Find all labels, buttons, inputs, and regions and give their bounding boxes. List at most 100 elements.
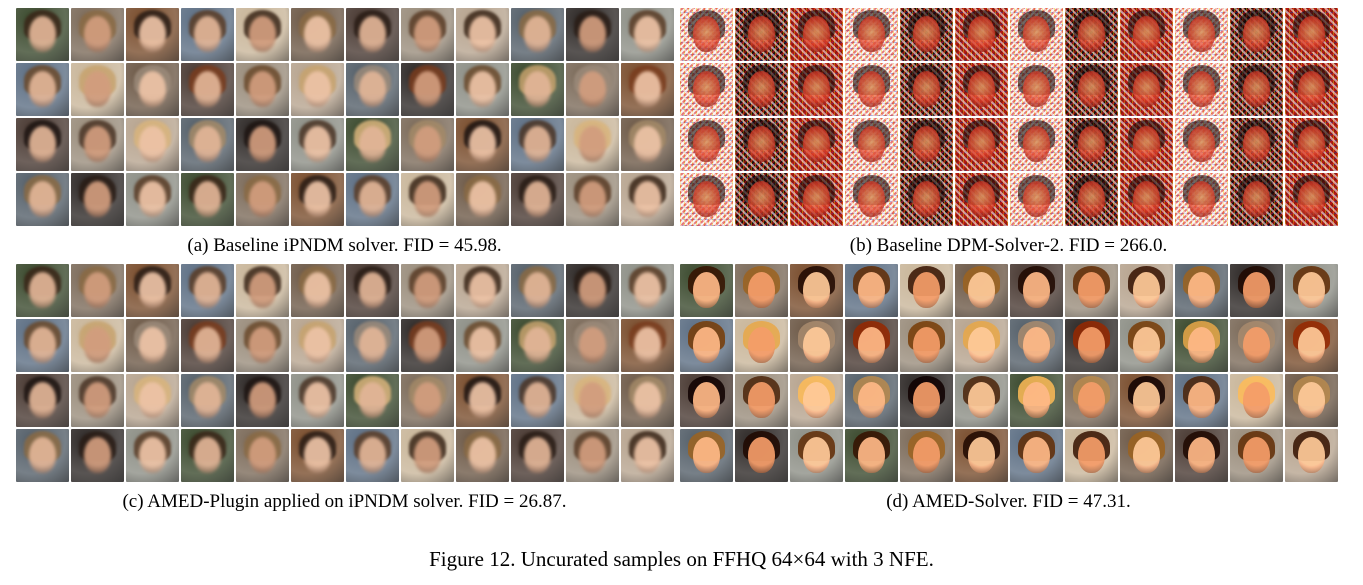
face-sample-thumbnail (1230, 118, 1283, 171)
face-sample-thumbnail (401, 8, 454, 61)
panel-c-caption: (c) AMED-Plugin applied on iPNDM solver.… (122, 491, 567, 512)
face-sample-thumbnail (845, 429, 898, 482)
face-sample-thumbnail (900, 8, 953, 61)
face-sample-thumbnail (1010, 173, 1063, 226)
face-sample-thumbnail (456, 118, 509, 171)
face-sample-thumbnail (236, 173, 289, 226)
face-sample-thumbnail (16, 374, 69, 427)
face-sample-thumbnail (621, 8, 674, 61)
face-sample-thumbnail (1230, 63, 1283, 116)
face-sample-thumbnail (1175, 264, 1228, 317)
face-sample-thumbnail (346, 374, 399, 427)
face-sample-thumbnail (71, 429, 124, 482)
face-sample-thumbnail (955, 173, 1008, 226)
face-sample-thumbnail (621, 319, 674, 372)
face-sample-thumbnail (955, 429, 1008, 482)
face-sample-thumbnail (1175, 429, 1228, 482)
face-sample-thumbnail (126, 8, 179, 61)
face-sample-thumbnail (1175, 8, 1228, 61)
face-sample-thumbnail (401, 264, 454, 317)
face-sample-thumbnail (790, 63, 843, 116)
face-sample-thumbnail (1120, 8, 1173, 61)
face-sample-thumbnail (735, 429, 788, 482)
face-sample-thumbnail (236, 63, 289, 116)
face-sample-thumbnail (16, 8, 69, 61)
face-sample-thumbnail (735, 8, 788, 61)
face-sample-thumbnail (456, 173, 509, 226)
face-sample-thumbnail (1120, 374, 1173, 427)
face-sample-thumbnail (1065, 63, 1118, 116)
face-sample-thumbnail (900, 173, 953, 226)
face-sample-thumbnail (511, 173, 564, 226)
face-sample-thumbnail (181, 118, 234, 171)
face-sample-thumbnail (1010, 264, 1063, 317)
face-sample-thumbnail (71, 173, 124, 226)
face-sample-thumbnail (735, 264, 788, 317)
face-sample-thumbnail (790, 173, 843, 226)
face-sample-thumbnail (1230, 374, 1283, 427)
face-sample-thumbnail (1175, 374, 1228, 427)
face-sample-thumbnail (1065, 429, 1118, 482)
face-sample-thumbnail (181, 429, 234, 482)
face-sample-thumbnail (456, 264, 509, 317)
face-sample-thumbnail (1120, 264, 1173, 317)
face-sample-thumbnail (71, 63, 124, 116)
face-sample-thumbnail (236, 264, 289, 317)
face-sample-thumbnail (955, 63, 1008, 116)
face-sample-thumbnail (1230, 8, 1283, 61)
face-sample-thumbnail (291, 319, 344, 372)
face-sample-thumbnail (71, 8, 124, 61)
face-sample-thumbnail (1285, 8, 1338, 61)
face-sample-thumbnail (1120, 319, 1173, 372)
face-sample-thumbnail (126, 319, 179, 372)
face-sample-thumbnail (291, 118, 344, 171)
panel-d-image-grid (680, 264, 1338, 482)
face-sample-thumbnail (621, 118, 674, 171)
face-sample-thumbnail (181, 319, 234, 372)
face-sample-thumbnail (566, 8, 619, 61)
face-sample-thumbnail (16, 429, 69, 482)
face-sample-thumbnail (845, 173, 898, 226)
face-sample-thumbnail (621, 264, 674, 317)
face-sample-thumbnail (900, 319, 953, 372)
face-sample-thumbnail (790, 374, 843, 427)
face-sample-thumbnail (680, 429, 733, 482)
face-sample-thumbnail (1065, 264, 1118, 317)
sample-grid (680, 264, 1338, 482)
face-sample-thumbnail (1230, 319, 1283, 372)
face-sample-thumbnail (16, 264, 69, 317)
face-sample-thumbnail (291, 374, 344, 427)
face-sample-thumbnail (1230, 264, 1283, 317)
face-sample-thumbnail (1175, 173, 1228, 226)
face-sample-thumbnail (680, 319, 733, 372)
face-sample-thumbnail (845, 118, 898, 171)
face-sample-thumbnail (955, 319, 1008, 372)
face-sample-thumbnail (71, 319, 124, 372)
face-sample-thumbnail (680, 264, 733, 317)
face-sample-thumbnail (735, 374, 788, 427)
face-sample-thumbnail (845, 319, 898, 372)
face-sample-thumbnail (1230, 173, 1283, 226)
face-sample-thumbnail (291, 173, 344, 226)
face-sample-thumbnail (1285, 63, 1338, 116)
panel-d-caption: (d) AMED-Solver. FID = 47.31. (886, 491, 1131, 512)
face-sample-thumbnail (1120, 429, 1173, 482)
face-sample-thumbnail (1175, 118, 1228, 171)
face-sample-thumbnail (291, 8, 344, 61)
face-sample-thumbnail (1065, 118, 1118, 171)
face-sample-thumbnail (16, 63, 69, 116)
face-sample-thumbnail (900, 118, 953, 171)
face-sample-thumbnail (566, 63, 619, 116)
face-sample-thumbnail (680, 8, 733, 61)
face-sample-thumbnail (1285, 118, 1338, 171)
face-sample-thumbnail (1010, 374, 1063, 427)
panel-c-image-grid (16, 264, 674, 482)
face-sample-thumbnail (566, 118, 619, 171)
face-sample-thumbnail (511, 118, 564, 171)
face-sample-thumbnail (1120, 63, 1173, 116)
face-sample-thumbnail (845, 374, 898, 427)
face-sample-thumbnail (566, 173, 619, 226)
face-sample-thumbnail (790, 429, 843, 482)
face-sample-thumbnail (1065, 173, 1118, 226)
face-sample-thumbnail (1285, 319, 1338, 372)
